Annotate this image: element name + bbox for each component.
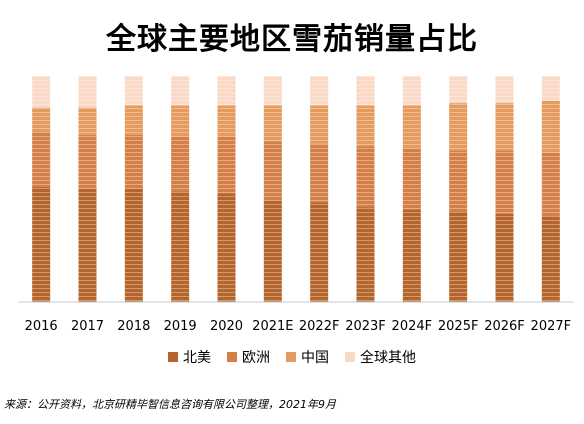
bar-segment-texture: [171, 137, 190, 192]
bar-segment-texture: [495, 150, 514, 214]
legend-label: 欧洲: [242, 350, 270, 366]
bar-segment-texture: [171, 76, 190, 106]
bar-segment-texture: [495, 76, 514, 104]
x-tick-label: 2022F: [299, 319, 340, 334]
legend-label: 中国: [301, 350, 329, 366]
chart-title: 全球主要地区雪茄销量占比: [106, 22, 478, 57]
bar-segment-texture: [402, 148, 421, 210]
stacked-bar-chart: 2016 2017 2018 2019 2020 2021E 2022F 2023F 2024F…: [18, 76, 574, 334]
chart-frame: 全球主要地区雪茄销量占比 2016 2017 2018 2019 2020 2021E 20…: [0, 22, 584, 367]
legend-item: 全球其他: [345, 347, 416, 367]
bar-segment-texture: [217, 76, 236, 106]
bar-segment-texture: [356, 146, 375, 208]
legend-label: 北美: [183, 350, 211, 366]
bar-segment-texture: [495, 103, 514, 151]
bar-segment-texture: [449, 150, 468, 212]
bar-segment-texture: [78, 189, 97, 302]
x-tick-label: 2025F: [438, 319, 479, 334]
bar-segment-texture: [310, 143, 329, 203]
bar-segment-texture: [124, 105, 143, 135]
bar-segment-texture: [263, 105, 282, 142]
bar-segment-texture: [32, 76, 51, 108]
x-tick-label: 2016: [25, 319, 58, 334]
bar-segment-texture: [402, 209, 421, 302]
x-tick-label: 2017: [71, 319, 104, 334]
bars-group: [32, 76, 560, 302]
bar-segment-texture: [32, 107, 51, 133]
legend: 北美 欧洲 中国 全球其他: [0, 347, 584, 367]
bar-segment-texture: [32, 186, 51, 302]
bar-segment-texture: [217, 105, 236, 138]
x-tick-label: 2024F: [392, 319, 433, 334]
legend-item: 中国: [286, 347, 329, 367]
bar-segment-texture: [356, 207, 375, 302]
legend-swatch: [286, 352, 296, 362]
legend-swatch: [227, 352, 237, 362]
bar-segment-texture: [541, 100, 560, 153]
bar-segment-texture: [356, 76, 375, 106]
bar-segment-texture: [541, 152, 560, 217]
bar-segment-texture: [171, 191, 190, 302]
bar-segment-texture: [263, 200, 282, 302]
bar-segment-texture: [310, 76, 329, 106]
bar-segment-texture: [356, 105, 375, 147]
bar-segment-texture: [541, 216, 560, 302]
bar-segment-texture: [449, 103, 468, 151]
bar-segment-texture: [449, 76, 468, 104]
legend-swatch: [168, 352, 178, 362]
bar-segment-texture: [124, 189, 143, 302]
bar-segment-texture: [217, 137, 236, 194]
bar-segment-texture: [402, 105, 421, 149]
x-tick-label: 2026F: [484, 319, 525, 334]
source-note: 来源：公开资料，北京研精毕智信息咨询有限公司整理，2021年9月: [4, 398, 336, 411]
bar-segment-texture: [310, 202, 329, 302]
bar-segment-texture: [124, 134, 143, 189]
bar-segment-texture: [32, 132, 51, 187]
x-tick-label: 2027F: [531, 319, 572, 334]
bar-segment-texture: [449, 211, 468, 302]
x-tick-label: 2021E: [252, 319, 293, 334]
bar-segment-texture: [402, 76, 421, 106]
bar-segment-texture: [78, 107, 97, 135]
legend-swatch: [345, 352, 355, 362]
bar-segment-texture: [263, 76, 282, 106]
bar-segment-texture: [541, 76, 560, 101]
legend-label: 全球其他: [360, 350, 416, 366]
x-tick-label: 2023F: [345, 319, 386, 334]
bar-segment-texture: [263, 141, 282, 201]
bar-segment-texture: [495, 213, 514, 302]
x-tick-label: 2018: [117, 319, 150, 334]
bar-segment-texture: [171, 105, 190, 138]
bar-segment-texture: [310, 105, 329, 144]
x-tick-label: 2020: [210, 319, 243, 334]
bar-segment-texture: [124, 76, 143, 106]
bar-segment-texture: [78, 134, 97, 189]
x-tick-labels: 2016 2017 2018 2019 2020 2021E 2022F 2023F 2024F…: [25, 319, 571, 334]
legend-item: 欧洲: [227, 347, 270, 367]
bar-segment-texture: [78, 76, 97, 108]
legend-item: 北美: [168, 347, 211, 367]
bar-segment-texture: [217, 193, 236, 302]
x-tick-label: 2019: [164, 319, 197, 334]
